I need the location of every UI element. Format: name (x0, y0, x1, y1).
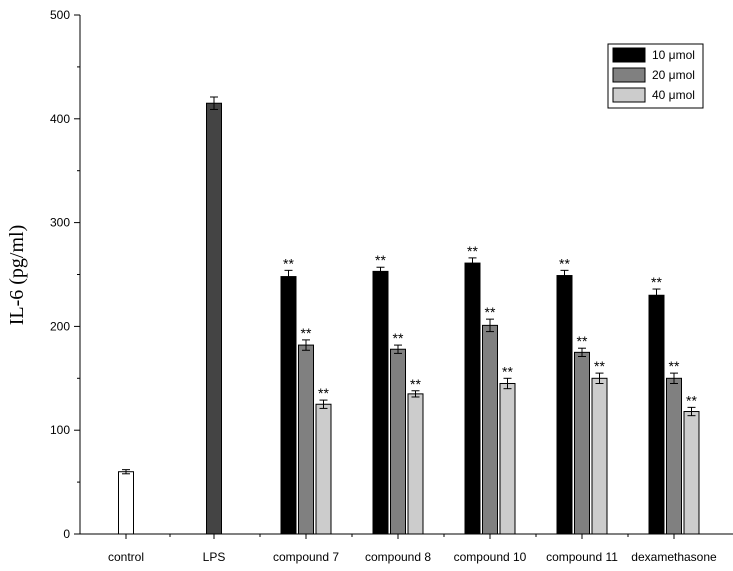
bar-compound-8-series-2-significance-label: ** (393, 330, 404, 346)
y-tick-label-300: 300 (50, 216, 70, 230)
bar-compound-7-series-1 (281, 277, 296, 534)
bar-compound-8-series-1-significance-label: ** (375, 252, 386, 268)
legend-swatch-1 (613, 48, 645, 62)
bar-dexamethasone-series-1-significance-label: ** (651, 274, 662, 290)
bar-compound-8-series-2 (391, 349, 406, 534)
x-tick-label-dexamethasone: dexamethasone (631, 550, 717, 564)
bar-compound-11-series-1 (557, 276, 572, 534)
bar-compound-11-series-3-significance-label: ** (594, 358, 605, 374)
bar-compound-8-series-3 (408, 394, 423, 534)
bars-layer: ** ** ** ** ** ** ** ** ** ** ** ** ** ** ** (119, 97, 700, 534)
bar-dexamethasone-series-1 (649, 295, 664, 534)
y-axis-label: IL-6 (pg/ml) (6, 225, 28, 326)
x-tick-label-compound-10: compound 10 (454, 550, 527, 564)
x-tick-label-compound-7: compound 7 (273, 550, 339, 564)
bar-compound-10-series-2 (483, 325, 498, 534)
bar-compound-8-series-1 (373, 271, 388, 534)
y-tick-label-200: 200 (50, 319, 70, 333)
x-tick-label-compound-11: compound 11 (546, 550, 618, 564)
bar-compound-11-series-3 (592, 378, 607, 534)
bar-compound-11-series-2-significance-label: ** (577, 333, 588, 349)
bar-compound-10-series-1-significance-label: ** (467, 243, 478, 259)
bar-dexamethasone-series-3-significance-label: ** (686, 392, 697, 408)
legend-swatch-3 (613, 88, 645, 102)
x-tick-label-control: control (108, 550, 144, 564)
legend: 10 μmol 20 μmol 40 μmol (608, 44, 703, 108)
y-tick-label-100: 100 (50, 423, 70, 437)
y-tick-label-0: 0 (63, 527, 70, 541)
y-tick-label-500: 500 (50, 8, 70, 22)
bar-compound-7-series-3 (316, 404, 331, 534)
legend-swatch-2 (613, 68, 645, 82)
bar-compound-8-series-3-significance-label: ** (410, 376, 421, 392)
bar-compound-11-series-1-significance-label: ** (559, 255, 570, 271)
x-tick-label-compound-8: compound 8 (365, 550, 431, 564)
bar-compound-7-series-2-significance-label: ** (301, 325, 312, 341)
bar-compound-10-series-3-significance-label: ** (502, 363, 513, 379)
y-tick-label-400: 400 (50, 112, 70, 126)
bar-dexamethasone-series-2 (667, 378, 682, 534)
bar-control (119, 472, 134, 534)
bar-lps (207, 103, 222, 534)
bar-dexamethasone-series-3 (684, 412, 699, 534)
bar-compound-7-series-3-significance-label: ** (318, 385, 329, 401)
bar-compound-10-series-2-significance-label: ** (485, 304, 496, 320)
bar-compound-10-series-1 (465, 263, 480, 534)
bar-compound-7-series-2 (299, 345, 314, 534)
legend-label-2: 20 μmol (652, 68, 695, 82)
legend-label-1: 10 μmol (652, 48, 695, 62)
bar-compound-7-series-1-significance-label: ** (283, 255, 294, 271)
legend-label-3: 40 μmol (652, 88, 695, 102)
x-tick-label-lps: LPS (203, 550, 226, 564)
bar-compound-10-series-3 (500, 383, 515, 534)
bar-dexamethasone-series-2-significance-label: ** (669, 358, 680, 374)
bar-compound-11-series-2 (575, 352, 590, 534)
